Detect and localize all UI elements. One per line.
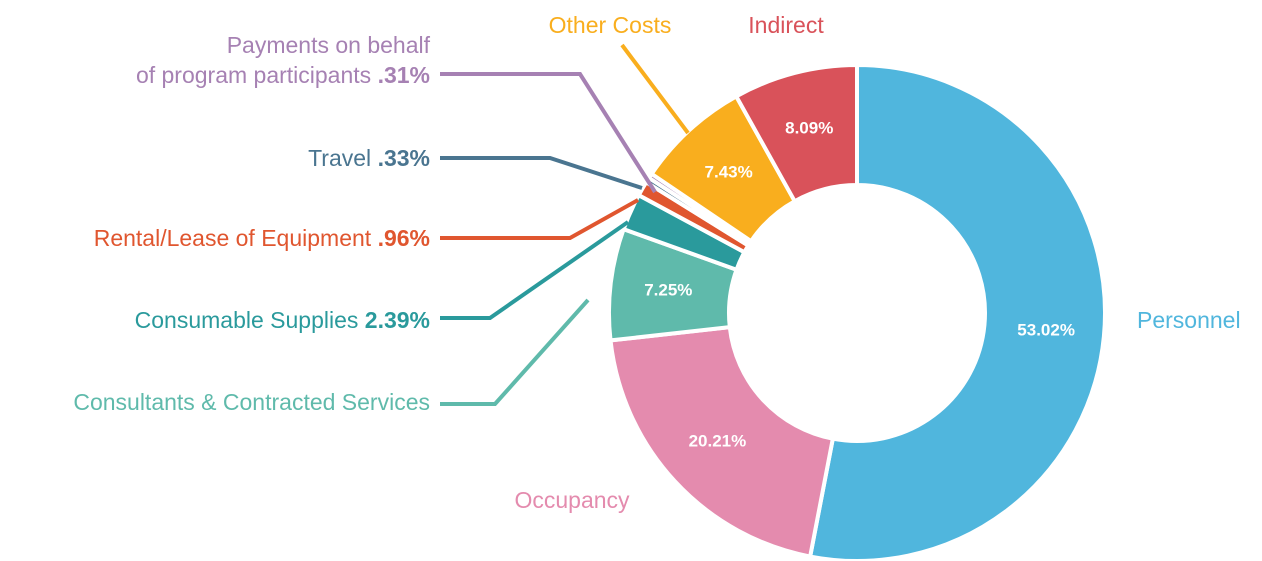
value-label: 20.21%	[689, 431, 747, 450]
value-label: .33%	[377, 145, 430, 171]
category-label: Travel .33%	[308, 143, 430, 173]
slice	[733, 62, 859, 204]
category-name: Rental/Lease of Equipment	[93, 225, 372, 251]
value-label: .31%	[377, 62, 430, 88]
category-label: Payments on behalf of program participan…	[136, 30, 430, 90]
category-name: Personnel	[1137, 307, 1241, 333]
category-label: Consumable Supplies 2.39%	[135, 305, 430, 335]
slice	[807, 62, 1107, 561]
value-label: 53.02%	[1017, 321, 1075, 340]
leader-line	[440, 220, 630, 320]
value-label: .96%	[377, 225, 430, 251]
category-label: Occupancy	[514, 485, 629, 515]
value-label: 2.39%	[364, 307, 430, 333]
category-name: Other Costs	[548, 12, 672, 38]
value-label: 7.25%	[644, 280, 692, 299]
leader-line	[440, 298, 590, 406]
leader-line	[440, 156, 643, 190]
category-name: Consultants & Contracted Services	[73, 389, 430, 415]
category-label: Rental/Lease of Equipment .96%	[94, 223, 430, 253]
category-name: Indirect	[748, 12, 824, 38]
value-label: 7.43%	[705, 162, 753, 181]
leader-line	[620, 43, 690, 135]
category-label: Indirect	[748, 10, 823, 40]
category-name: Occupancy	[514, 487, 630, 513]
category-label: Consultants & Contracted Services	[73, 387, 430, 417]
category-name: Payments on behalf of program participan…	[135, 32, 430, 88]
leader-line	[440, 72, 657, 194]
slice	[608, 324, 836, 559]
value-label: 8.09%	[785, 119, 833, 138]
category-name: Travel	[308, 145, 372, 171]
category-name: Consumable Supplies	[134, 307, 359, 333]
category-label: Other Costs	[549, 10, 672, 40]
leader-line	[440, 198, 639, 240]
category-label: Personnel	[1137, 305, 1241, 335]
